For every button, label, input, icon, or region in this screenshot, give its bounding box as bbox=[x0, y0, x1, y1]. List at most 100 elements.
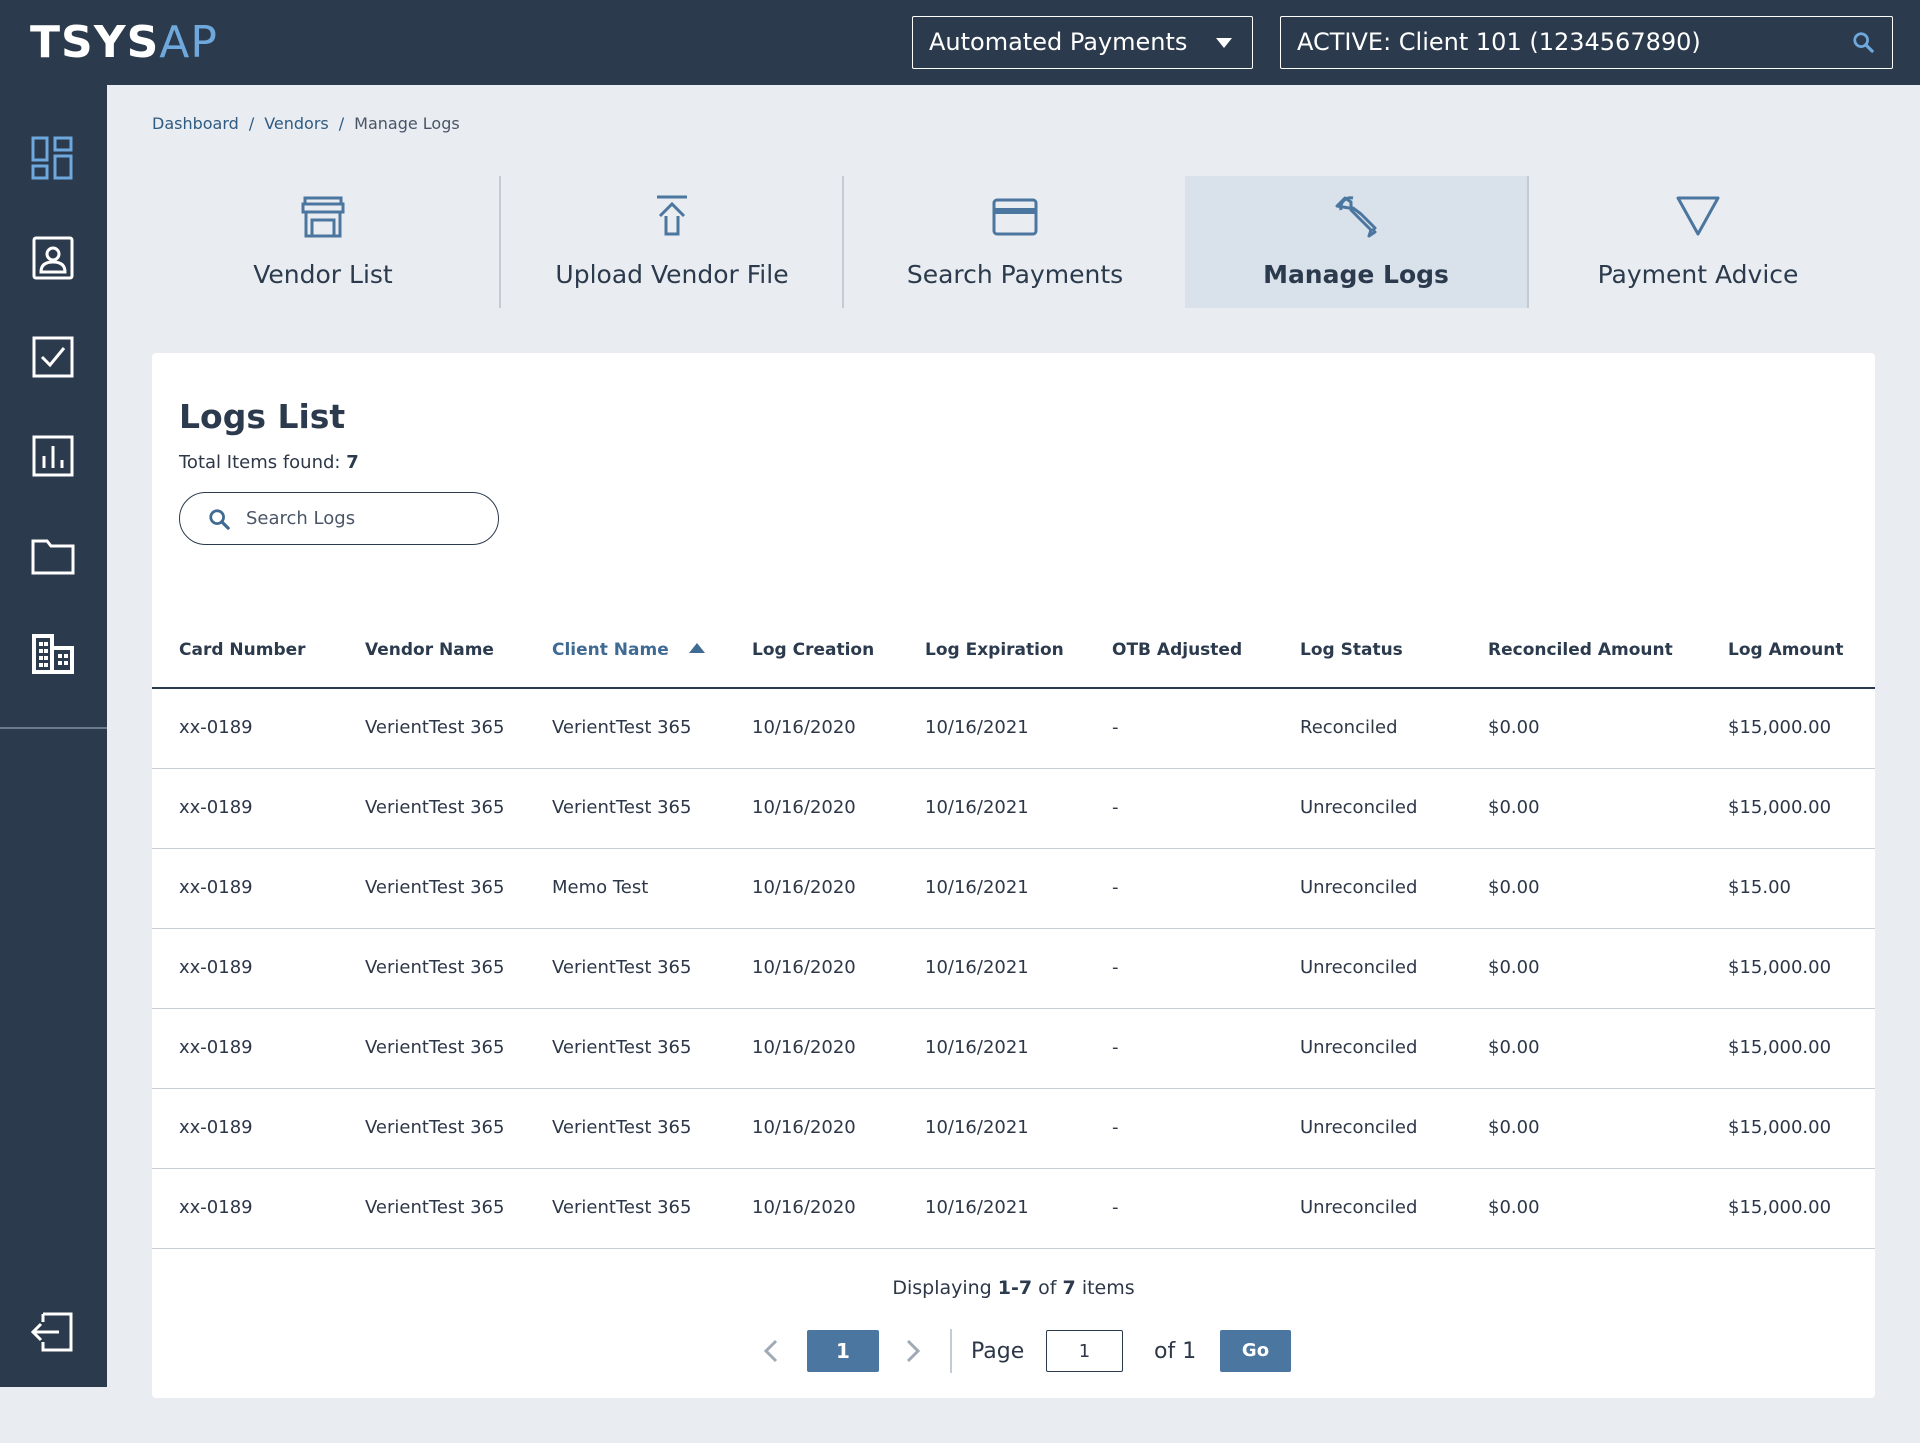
displaying-items: items bbox=[1081, 1277, 1135, 1299]
cell-otb-adjusted: - bbox=[1112, 877, 1119, 898]
cell-card-number: xx-0189 bbox=[179, 1117, 253, 1138]
table-row[interactable]: xx-0189 VerientTest 365 VerientTest 365 10/… bbox=[152, 769, 1875, 849]
breadcrumb-vendors[interactable]: Vendors bbox=[264, 114, 329, 133]
folder-icon[interactable] bbox=[29, 531, 77, 579]
table-row[interactable]: xx-0189 VerientTest 365 VerientTest 365 10/… bbox=[152, 1009, 1875, 1089]
table-row[interactable]: xx-0189 VerientTest 365 VerientTest 365 10/… bbox=[152, 1089, 1875, 1169]
search-icon[interactable] bbox=[1852, 31, 1874, 53]
col-client-name-label: Client Name bbox=[552, 640, 669, 660]
app-logo[interactable]: TSYSAP bbox=[30, 18, 218, 68]
tab-upload-vendor-file[interactable]: Upload Vendor File bbox=[501, 176, 843, 308]
cell-vendor-name: VerientTest 365 bbox=[365, 1117, 505, 1138]
cell-log-status: Reconciled bbox=[1300, 717, 1398, 738]
search-logs-field[interactable] bbox=[179, 492, 499, 545]
building-icon[interactable] bbox=[29, 630, 77, 678]
col-log-expiration[interactable]: Log Expiration bbox=[925, 640, 1064, 660]
col-log-amount[interactable]: Log Amount bbox=[1728, 640, 1844, 660]
cell-reconciled-amount: $0.00 bbox=[1488, 717, 1540, 738]
cell-log-creation: 10/16/2020 bbox=[752, 957, 856, 978]
col-log-creation[interactable]: Log Creation bbox=[752, 640, 875, 660]
logout-icon[interactable] bbox=[29, 1308, 77, 1356]
top-bar: TSYSAP Automated Payments ACTIVE: Client… bbox=[0, 0, 1920, 85]
checkbox-icon[interactable] bbox=[29, 333, 77, 381]
cell-card-number: xx-0189 bbox=[179, 797, 253, 818]
go-button[interactable]: Go bbox=[1220, 1330, 1291, 1372]
sort-ascending-icon bbox=[688, 643, 705, 653]
cell-log-amount: $15,000.00 bbox=[1728, 1037, 1832, 1058]
cell-client-name: VerientTest 365 bbox=[552, 797, 692, 818]
contact-card-icon[interactable] bbox=[29, 234, 77, 282]
breadcrumb: Dashboard / Vendors / Manage Logs bbox=[152, 114, 460, 133]
sidebar-divider bbox=[0, 727, 107, 729]
col-log-status[interactable]: Log Status bbox=[1300, 640, 1403, 660]
storefront-icon bbox=[301, 196, 345, 238]
cell-log-amount: $15,000.00 bbox=[1728, 1117, 1832, 1138]
page-button-current[interactable]: 1 bbox=[807, 1330, 879, 1372]
cell-log-creation: 10/16/2020 bbox=[752, 877, 856, 898]
dashboard-icon[interactable] bbox=[29, 134, 77, 182]
logs-card: Logs List Total Items found: 7 Card Numb… bbox=[152, 353, 1875, 1398]
vendor-tabs: Vendor List Upload Vendor File Search Pa… bbox=[152, 176, 1529, 308]
triangle-icon bbox=[1676, 196, 1720, 236]
tab-separator bbox=[842, 176, 844, 308]
cell-otb-adjusted: - bbox=[1112, 1037, 1119, 1058]
col-vendor-name[interactable]: Vendor Name bbox=[365, 640, 494, 660]
table-row[interactable]: xx-0189 VerientTest 365 VerientTest 365 10/… bbox=[152, 689, 1875, 769]
product-select[interactable]: Automated Payments bbox=[912, 16, 1253, 69]
cell-log-creation: 10/16/2020 bbox=[752, 1197, 856, 1218]
displaying-label: Displaying bbox=[892, 1277, 992, 1299]
cell-card-number: xx-0189 bbox=[179, 1197, 253, 1218]
bar-chart-icon[interactable] bbox=[29, 432, 77, 480]
page-of-total: of 1 bbox=[1154, 1339, 1197, 1364]
col-reconciled-amount[interactable]: Reconciled Amount bbox=[1488, 640, 1673, 660]
tab-payment-advice[interactable]: Payment Advice bbox=[1527, 176, 1869, 308]
total-items-label: Total Items found: bbox=[179, 452, 341, 473]
cell-log-status: Unreconciled bbox=[1300, 797, 1418, 818]
tab-label: Vendor List bbox=[253, 260, 393, 289]
cell-vendor-name: VerientTest 365 bbox=[365, 1037, 505, 1058]
cell-client-name: VerientTest 365 bbox=[552, 1197, 692, 1218]
cell-client-name: VerientTest 365 bbox=[552, 717, 692, 738]
wrench-icon bbox=[1335, 196, 1377, 238]
chevron-right-icon[interactable] bbox=[901, 1337, 925, 1365]
breadcrumb-separator: / bbox=[338, 114, 345, 133]
table-row[interactable]: xx-0189 VerientTest 365 VerientTest 365 10/… bbox=[152, 1169, 1875, 1249]
cell-reconciled-amount: $0.00 bbox=[1488, 877, 1540, 898]
cell-log-creation: 10/16/2020 bbox=[752, 797, 856, 818]
table-row[interactable]: xx-0189 VerientTest 365 VerientTest 365 10/… bbox=[152, 929, 1875, 1009]
cell-log-expiration: 10/16/2021 bbox=[925, 1037, 1029, 1058]
cell-log-amount: $15,000.00 bbox=[1728, 957, 1832, 978]
cell-otb-adjusted: - bbox=[1112, 1197, 1119, 1218]
page-number-input[interactable] bbox=[1046, 1330, 1123, 1372]
col-otb-adjusted[interactable]: OTB Adjusted bbox=[1112, 640, 1243, 660]
pagination: 1 Page of 1 Go bbox=[152, 1329, 1875, 1373]
cell-otb-adjusted: - bbox=[1112, 957, 1119, 978]
credit-card-icon bbox=[992, 198, 1038, 236]
total-items-count: 7 bbox=[346, 452, 359, 473]
cell-client-name: VerientTest 365 bbox=[552, 1037, 692, 1058]
cell-log-status: Unreconciled bbox=[1300, 1117, 1418, 1138]
cell-log-status: Unreconciled bbox=[1300, 1197, 1418, 1218]
total-items: Total Items found: 7 bbox=[179, 452, 359, 473]
cell-reconciled-amount: $0.00 bbox=[1488, 797, 1540, 818]
breadcrumb-dashboard[interactable]: Dashboard bbox=[152, 114, 239, 133]
tab-manage-logs[interactable]: Manage Logs bbox=[1185, 176, 1527, 308]
chevron-left-icon[interactable] bbox=[759, 1337, 783, 1365]
tab-search-payments[interactable]: Search Payments bbox=[844, 176, 1186, 308]
table-header: Card Number Vendor Name Client Name Log … bbox=[152, 603, 1875, 660]
breadcrumb-current: Manage Logs bbox=[354, 114, 460, 133]
cell-reconciled-amount: $0.00 bbox=[1488, 1117, 1540, 1138]
table-row[interactable]: xx-0189 VerientTest 365 Memo Test 10/16/202… bbox=[152, 849, 1875, 929]
tab-label: Search Payments bbox=[906, 260, 1124, 289]
cell-reconciled-amount: $0.00 bbox=[1488, 957, 1540, 978]
col-client-name[interactable]: Client Name bbox=[552, 640, 705, 660]
cell-log-creation: 10/16/2020 bbox=[752, 717, 856, 738]
active-client-search[interactable]: ACTIVE: Client 101 (1234567890) bbox=[1280, 16, 1893, 69]
col-card-number[interactable]: Card Number bbox=[179, 640, 306, 660]
tab-separator bbox=[1527, 176, 1529, 308]
search-logs-input[interactable] bbox=[246, 503, 486, 533]
logo-bold-text: TSYS bbox=[30, 17, 160, 68]
tab-vendor-list[interactable]: Vendor List bbox=[152, 176, 494, 308]
cell-log-status: Unreconciled bbox=[1300, 1037, 1418, 1058]
header-divider bbox=[152, 687, 1875, 689]
